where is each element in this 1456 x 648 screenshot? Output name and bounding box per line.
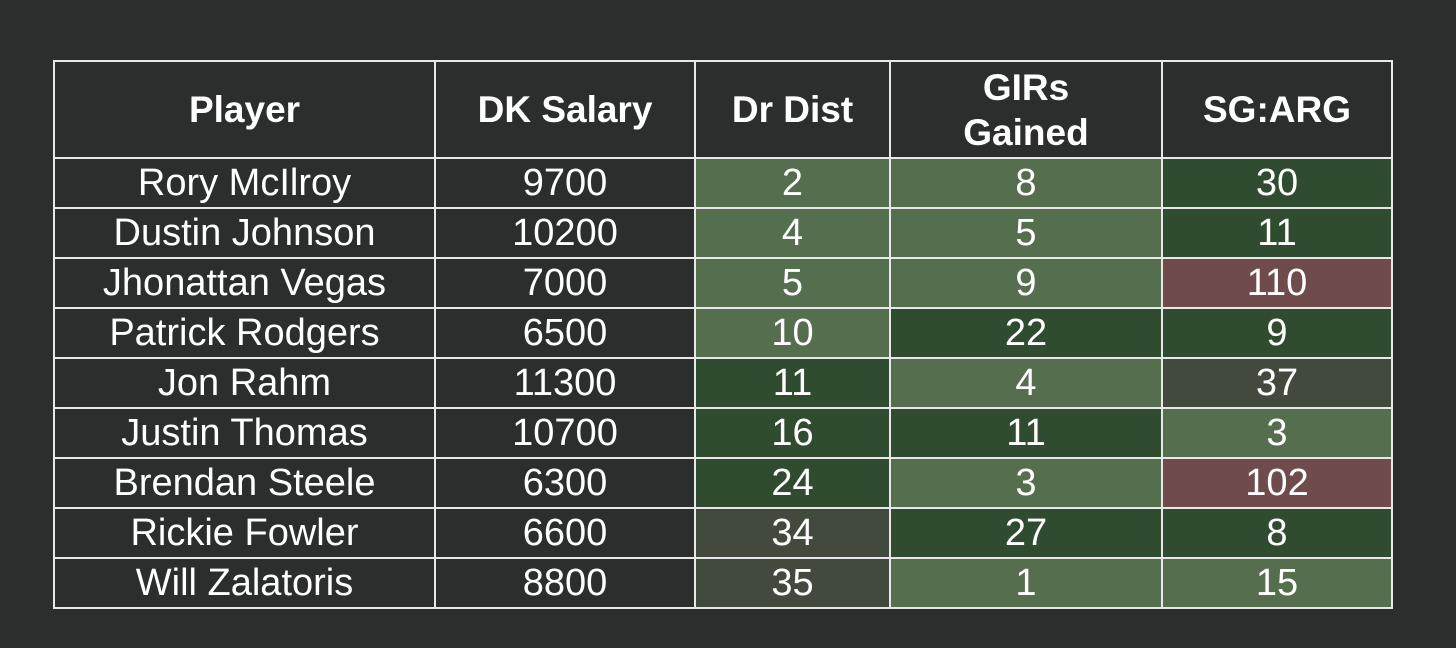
header-row: Player DK Salary Dr Dist GIRs Gained SG:… <box>53 60 1393 159</box>
table-row: Justin Thomas 10700 16 11 3 <box>53 407 1393 459</box>
cell-dk-salary: 10200 <box>434 207 696 259</box>
cell-dr-dist: 2 <box>694 157 891 209</box>
cell-player: Patrick Rodgers <box>53 307 436 359</box>
cell-dk-salary: 9700 <box>434 157 696 209</box>
header-girs-gained: GIRs Gained <box>889 60 1163 159</box>
cell-sg-arg: 15 <box>1161 557 1393 609</box>
cell-dk-salary: 6300 <box>434 457 696 509</box>
cell-girs-gained: 1 <box>889 557 1163 609</box>
cell-dr-dist: 5 <box>694 257 891 309</box>
cell-sg-arg: 11 <box>1161 207 1393 259</box>
cell-sg-arg: 37 <box>1161 357 1393 409</box>
table-row: Brendan Steele 6300 24 3 102 <box>53 457 1393 509</box>
cell-dk-salary: 6600 <box>434 507 696 559</box>
cell-dk-salary: 10700 <box>434 407 696 459</box>
cell-dk-salary: 6500 <box>434 307 696 359</box>
cell-dr-dist: 11 <box>694 357 891 409</box>
stats-table-container: Player DK Salary Dr Dist GIRs Gained SG:… <box>53 60 1393 609</box>
cell-dk-salary: 8800 <box>434 557 696 609</box>
table-row: Jon Rahm 11300 11 4 37 <box>53 357 1393 409</box>
table-row: Dustin Johnson 10200 4 5 11 <box>53 207 1393 259</box>
cell-girs-gained: 4 <box>889 357 1163 409</box>
cell-player: Dustin Johnson <box>53 207 436 259</box>
cell-dr-dist: 35 <box>694 557 891 609</box>
cell-dr-dist: 16 <box>694 407 891 459</box>
cell-sg-arg: 102 <box>1161 457 1393 509</box>
cell-dk-salary: 11300 <box>434 357 696 409</box>
cell-dr-dist: 24 <box>694 457 891 509</box>
cell-girs-gained: 3 <box>889 457 1163 509</box>
cell-girs-gained: 22 <box>889 307 1163 359</box>
header-player: Player <box>53 60 436 159</box>
table-row: Jhonattan Vegas 7000 5 9 110 <box>53 257 1393 309</box>
header-dr-dist: Dr Dist <box>694 60 891 159</box>
cell-girs-gained: 8 <box>889 157 1163 209</box>
cell-girs-gained: 9 <box>889 257 1163 309</box>
cell-dr-dist: 4 <box>694 207 891 259</box>
cell-girs-gained: 5 <box>889 207 1163 259</box>
cell-player: Brendan Steele <box>53 457 436 509</box>
cell-dk-salary: 7000 <box>434 257 696 309</box>
cell-player: Rory McIlroy <box>53 157 436 209</box>
table-row: Rory McIlroy 9700 2 8 30 <box>53 157 1393 209</box>
cell-player: Will Zalatoris <box>53 557 436 609</box>
cell-sg-arg: 110 <box>1161 257 1393 309</box>
cell-girs-gained: 27 <box>889 507 1163 559</box>
table-row: Patrick Rodgers 6500 10 22 9 <box>53 307 1393 359</box>
cell-player: Rickie Fowler <box>53 507 436 559</box>
table-row: Rickie Fowler 6600 34 27 8 <box>53 507 1393 559</box>
cell-dr-dist: 34 <box>694 507 891 559</box>
cell-player: Jhonattan Vegas <box>53 257 436 309</box>
header-dk-salary: DK Salary <box>434 60 696 159</box>
cell-sg-arg: 8 <box>1161 507 1393 559</box>
table-body: Rory McIlroy 9700 2 8 30 Dustin Johnson 10200 4… <box>53 157 1393 609</box>
table-row: Will Zalatoris 8800 35 1 15 <box>53 557 1393 609</box>
header-sg-arg: SG:ARG <box>1161 60 1393 159</box>
cell-sg-arg: 30 <box>1161 157 1393 209</box>
cell-dr-dist: 10 <box>694 307 891 359</box>
cell-player: Jon Rahm <box>53 357 436 409</box>
cell-girs-gained: 11 <box>889 407 1163 459</box>
cell-player: Justin Thomas <box>53 407 436 459</box>
player-stats-table: Player DK Salary Dr Dist GIRs Gained SG:… <box>53 60 1393 609</box>
cell-sg-arg: 3 <box>1161 407 1393 459</box>
cell-sg-arg: 9 <box>1161 307 1393 359</box>
